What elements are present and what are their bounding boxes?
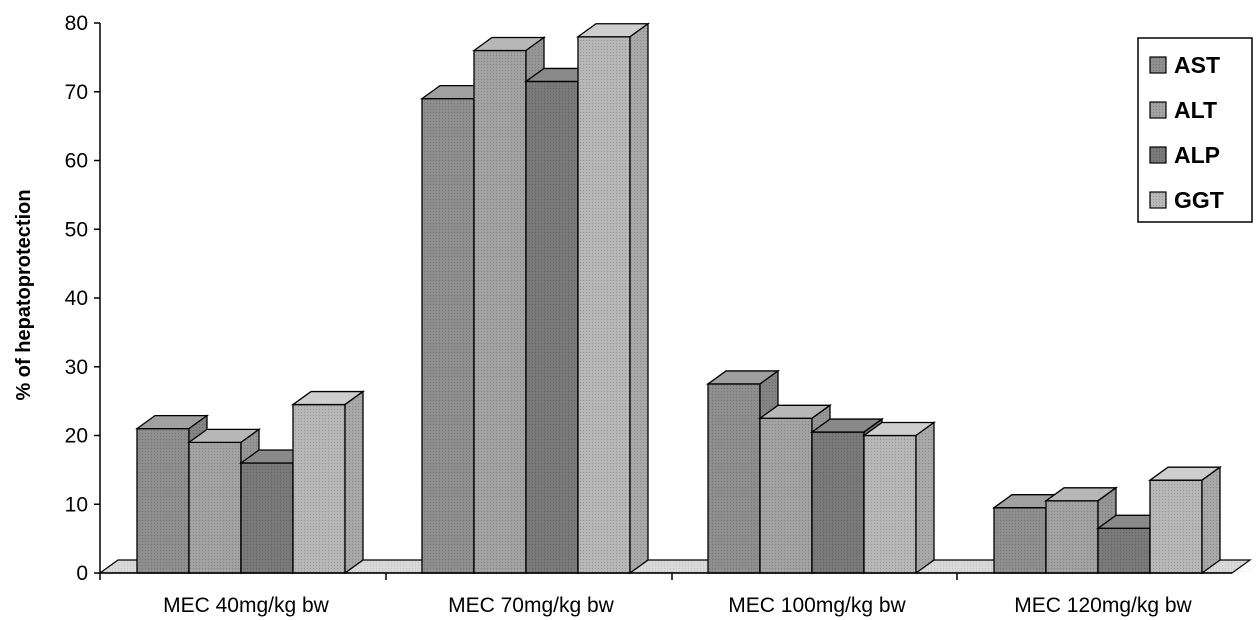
y-tick-label: 60 [65, 150, 88, 173]
legend-label: GGT [1174, 187, 1224, 213]
legend-item-alp: ALP [1149, 142, 1220, 168]
bar-ggt-2 [575, 22, 651, 575]
x-category-label: MEC 120mg/kg bw [1014, 594, 1192, 617]
bars [134, 22, 1223, 575]
legend-label: ALP [1174, 142, 1220, 168]
legend-label: ALT [1174, 97, 1217, 123]
x-category-label: MEC 100mg/kg bw [728, 594, 906, 617]
y-tick-label: 30 [65, 356, 88, 379]
floor-texture [100, 560, 1250, 573]
y-tick-label: 20 [65, 425, 88, 448]
bar-ggt-3 [861, 421, 937, 575]
x-category-label: MEC 70mg/kg bw [448, 594, 615, 617]
chart-floor [98, 559, 1252, 574]
bar-ggt-4 [1147, 465, 1223, 575]
y-axis: 0 10 20 30 40 50 60 70 80 [65, 12, 101, 585]
legend-label: AST [1174, 52, 1220, 78]
legend-item-ast: AST [1149, 52, 1220, 78]
legend: AST ALT ALP GGT [1137, 37, 1253, 223]
x-category-label: MEC 40mg/kg bw [163, 594, 330, 617]
x-axis: MEC 40mg/kg bw MEC 70mg/kg bw MEC 100mg/kg… [99, 572, 1232, 617]
y-axis-label: % of hepatoprotection [13, 189, 35, 400]
legend-item-ggt: GGT [1149, 187, 1224, 213]
y-tick-label: 50 [65, 218, 88, 241]
bar-ggt-1 [290, 390, 366, 575]
y-tick-label: 70 [65, 81, 88, 104]
y-tick-label: 10 [65, 493, 88, 516]
y-tick-label: 80 [65, 12, 88, 35]
y-tick-label: 40 [65, 287, 88, 310]
y-tick-label: 0 [76, 562, 88, 585]
legend-item-alt: ALT [1149, 97, 1217, 123]
